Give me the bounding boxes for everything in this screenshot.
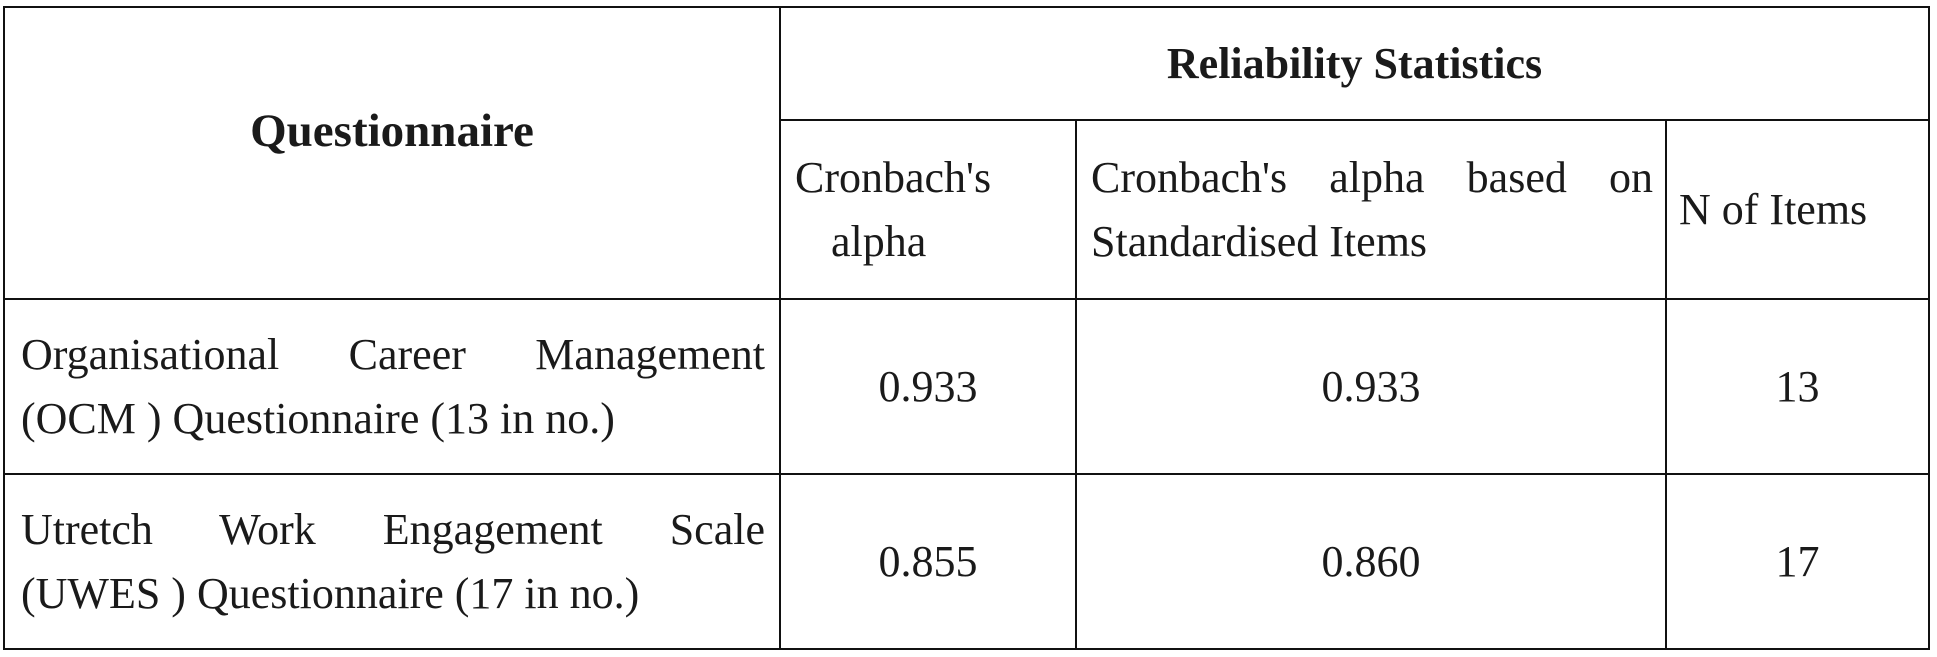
reliability-statistics-header: Reliability Statistics xyxy=(779,5,1930,122)
table-row: Utretch Work Engagement Scale (UWES ) Qu… xyxy=(3,473,1930,650)
header-row-top: Questionnaire Reliability Statistics xyxy=(3,5,1930,300)
cronbach-alpha-value: 0.855 xyxy=(779,473,1077,650)
cronbach-alpha-header: Cronbach's alpha xyxy=(779,119,1077,300)
questionnaire-name-line1: Utretch Work Engagement Scale xyxy=(21,504,765,554)
n-of-items-header: N of Items xyxy=(1665,119,1930,300)
questionnaire-header-cell: Questionnaire xyxy=(3,6,781,300)
questionnaire-name-cell: Utretch Work Engagement Scale (UWES ) Qu… xyxy=(3,473,781,650)
questionnaire-header: Questionnaire xyxy=(250,105,534,157)
n-of-items-value: 17 xyxy=(1665,473,1930,650)
cronbach-alpha-standardised-value: 0.860 xyxy=(1075,473,1667,650)
cronbach-alpha-header-line2: alpha xyxy=(831,216,927,266)
cronbach-alpha-standardised-value: 0.933 xyxy=(1075,298,1667,475)
n-of-items-value: 13 xyxy=(1665,298,1930,475)
questionnaire-name-cell: Organisational Career Management (OCM ) … xyxy=(3,298,781,475)
table-row: Organisational Career Management (OCM ) … xyxy=(3,298,1930,475)
cronbach-alpha-header-line1: Cronbach's xyxy=(795,152,992,202)
questionnaire-name-line2: (OCM ) Questionnaire (13 in no.) xyxy=(21,393,615,443)
questionnaire-name-line1: Organisational Career Management xyxy=(21,329,765,379)
cronbach-alpha-standardised-header: Cronbach's alpha based on Standardised I… xyxy=(1075,119,1667,300)
reliability-table: Questionnaire Reliability Statistics Cro… xyxy=(3,5,1930,650)
questionnaire-name-line2: (UWES ) Questionnaire (17 in no.) xyxy=(21,568,640,618)
cronbach-alpha-value: 0.933 xyxy=(779,298,1077,475)
header-row-sub: Cronbach's alpha Cronbach's alpha based … xyxy=(4,119,1930,300)
